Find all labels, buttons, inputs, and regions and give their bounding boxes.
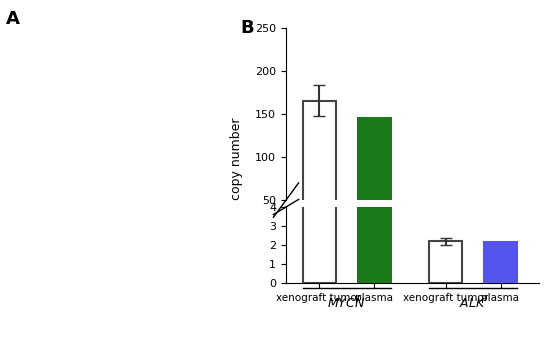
Bar [484,242,517,283]
Bar [358,118,390,243]
Bar [484,241,517,243]
Bar [358,0,390,283]
Text: $\it{MYCN}$: $\it{MYCN}$ [327,297,366,309]
Text: $\it{ALK}$: $\it{ALK}$ [459,297,487,309]
Bar [429,241,462,243]
Bar [302,0,336,283]
Text: B: B [240,19,254,37]
Bar [429,241,462,283]
Text: copy number: copy number [230,117,243,200]
Bar [302,101,336,243]
Text: A: A [6,10,19,28]
